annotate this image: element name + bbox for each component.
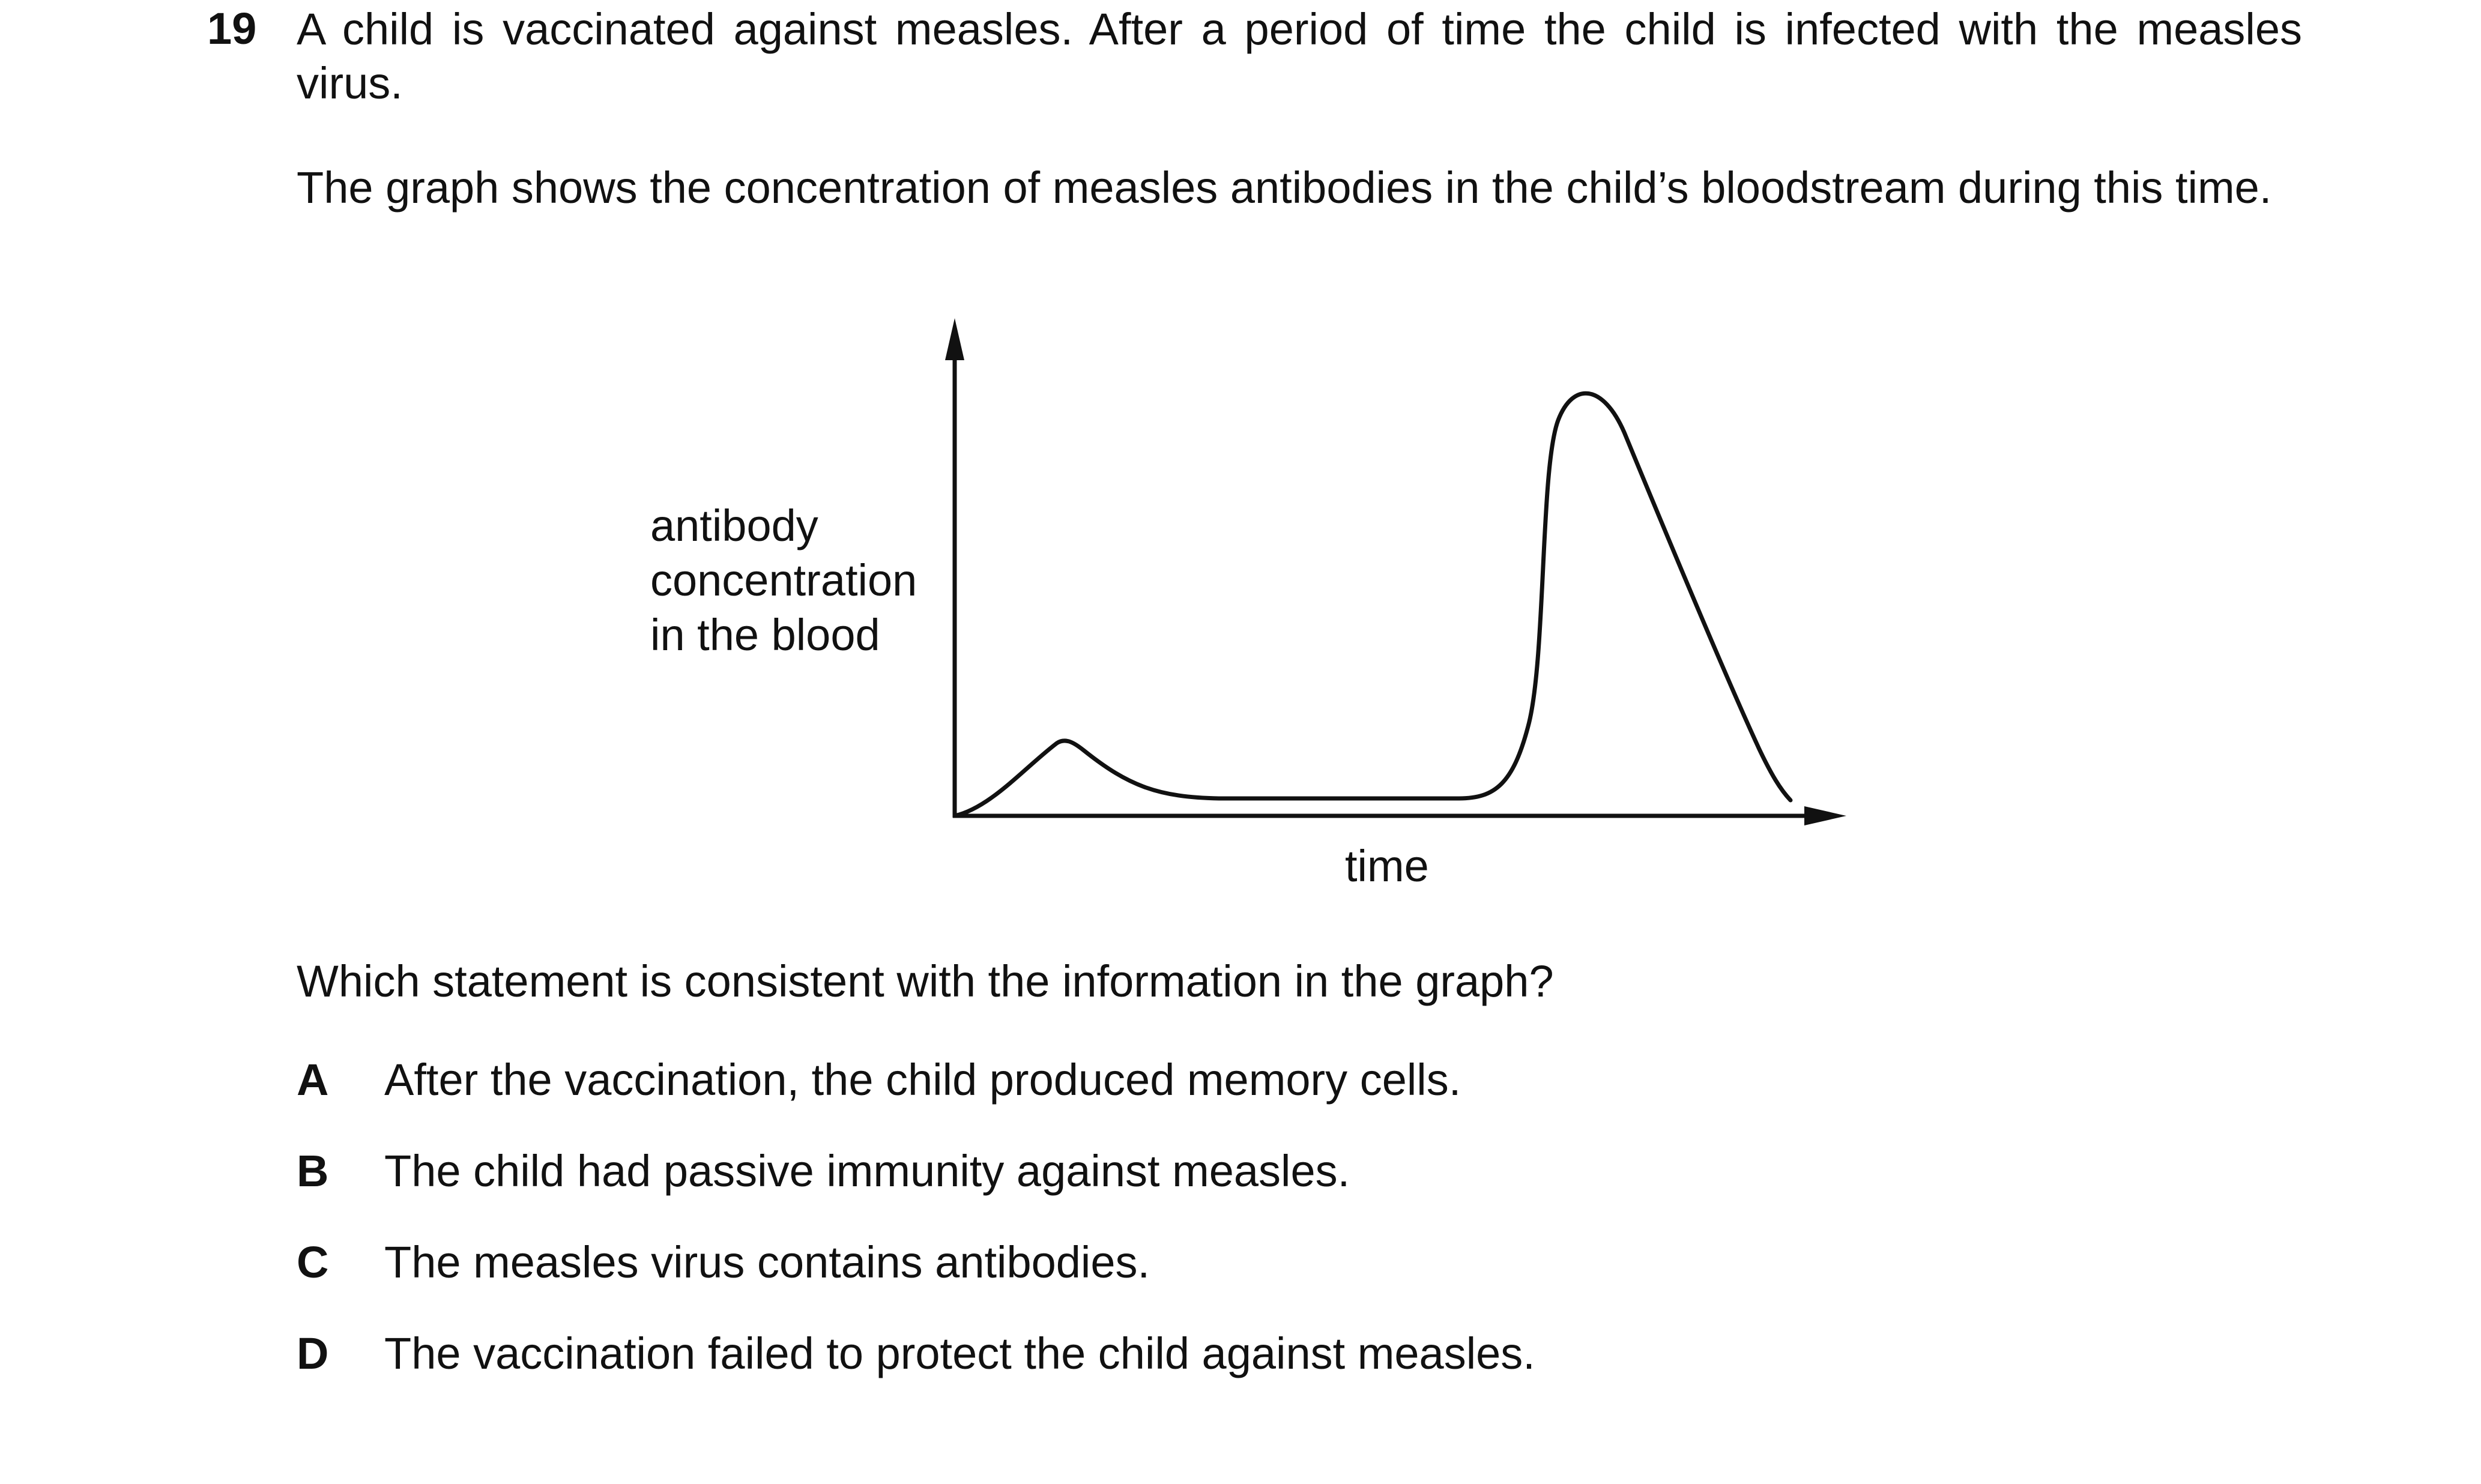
x-axis-label: time <box>1345 841 1429 891</box>
y-axis-label-line: antibody <box>650 501 818 550</box>
option-text: The measles virus contains antibodies. <box>384 1237 1150 1287</box>
option-letter: B <box>297 1146 329 1196</box>
option-text: The vaccination failed to protect the ch… <box>384 1329 1535 1378</box>
question-intro: A child is vaccinated against measles. A… <box>297 4 2302 108</box>
graph-description: The graph shows the concentration of mea… <box>297 163 2272 213</box>
option-letter: A <box>297 1055 329 1105</box>
x-axis-arrowhead <box>1804 806 1846 825</box>
y-axis-label-line: concentration <box>650 555 917 605</box>
option-letter: C <box>297 1237 329 1287</box>
y-axis-label: antibody concentration in the blood <box>650 498 917 662</box>
option-letter: D <box>297 1329 329 1378</box>
antibody-graph <box>945 318 1846 825</box>
question-prompt: Which statement is consistent with the i… <box>297 956 1554 1006</box>
option-text: The child had passive immunity against m… <box>384 1146 1350 1196</box>
y-axis-label-line: in the blood <box>650 610 880 660</box>
y-axis-arrowhead <box>945 318 964 360</box>
antibody-curve <box>952 391 1793 818</box>
question-number: 19 <box>207 4 257 53</box>
option-text: After the vaccination, the child produce… <box>384 1055 1461 1105</box>
